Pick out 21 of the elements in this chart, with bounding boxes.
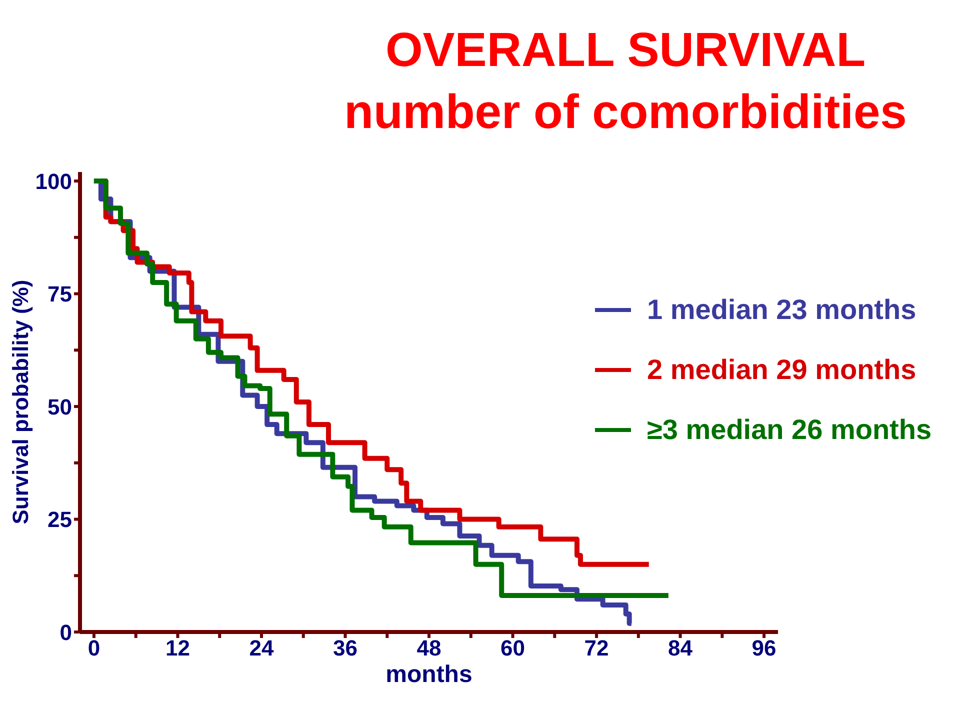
chart-subtitle: number of comorbidities — [343, 85, 908, 141]
y-tick-label: 0 — [60, 620, 72, 645]
x-tick-label: 48 — [416, 636, 442, 661]
legend-label: 1 median 23 months — [647, 294, 916, 326]
x-tick-label: 96 — [752, 636, 776, 661]
x-tick-label: 24 — [249, 636, 274, 661]
y-tick-label: 100 — [35, 168, 72, 194]
x-tick-label: 72 — [584, 636, 609, 661]
y-tick-label: 50 — [48, 394, 72, 420]
x-tick-label: 12 — [165, 636, 190, 661]
y-axis-title: Survival probability (%) — [8, 280, 33, 524]
chart-title: OVERALL SURVIVAL — [384, 23, 867, 79]
y-tick-label: 75 — [48, 282, 72, 307]
x-tick-label: 0 — [88, 636, 100, 661]
y-tick-label: 25 — [48, 507, 72, 532]
x-tick-label: 60 — [500, 636, 525, 661]
x-tick-label: 36 — [333, 636, 358, 661]
x-axis-title: months — [386, 661, 472, 688]
legend-label: 2 median 29 months — [647, 354, 916, 386]
x-tick-label: 84 — [668, 636, 694, 661]
legend-label: ≥3 median 26 months — [647, 414, 932, 446]
